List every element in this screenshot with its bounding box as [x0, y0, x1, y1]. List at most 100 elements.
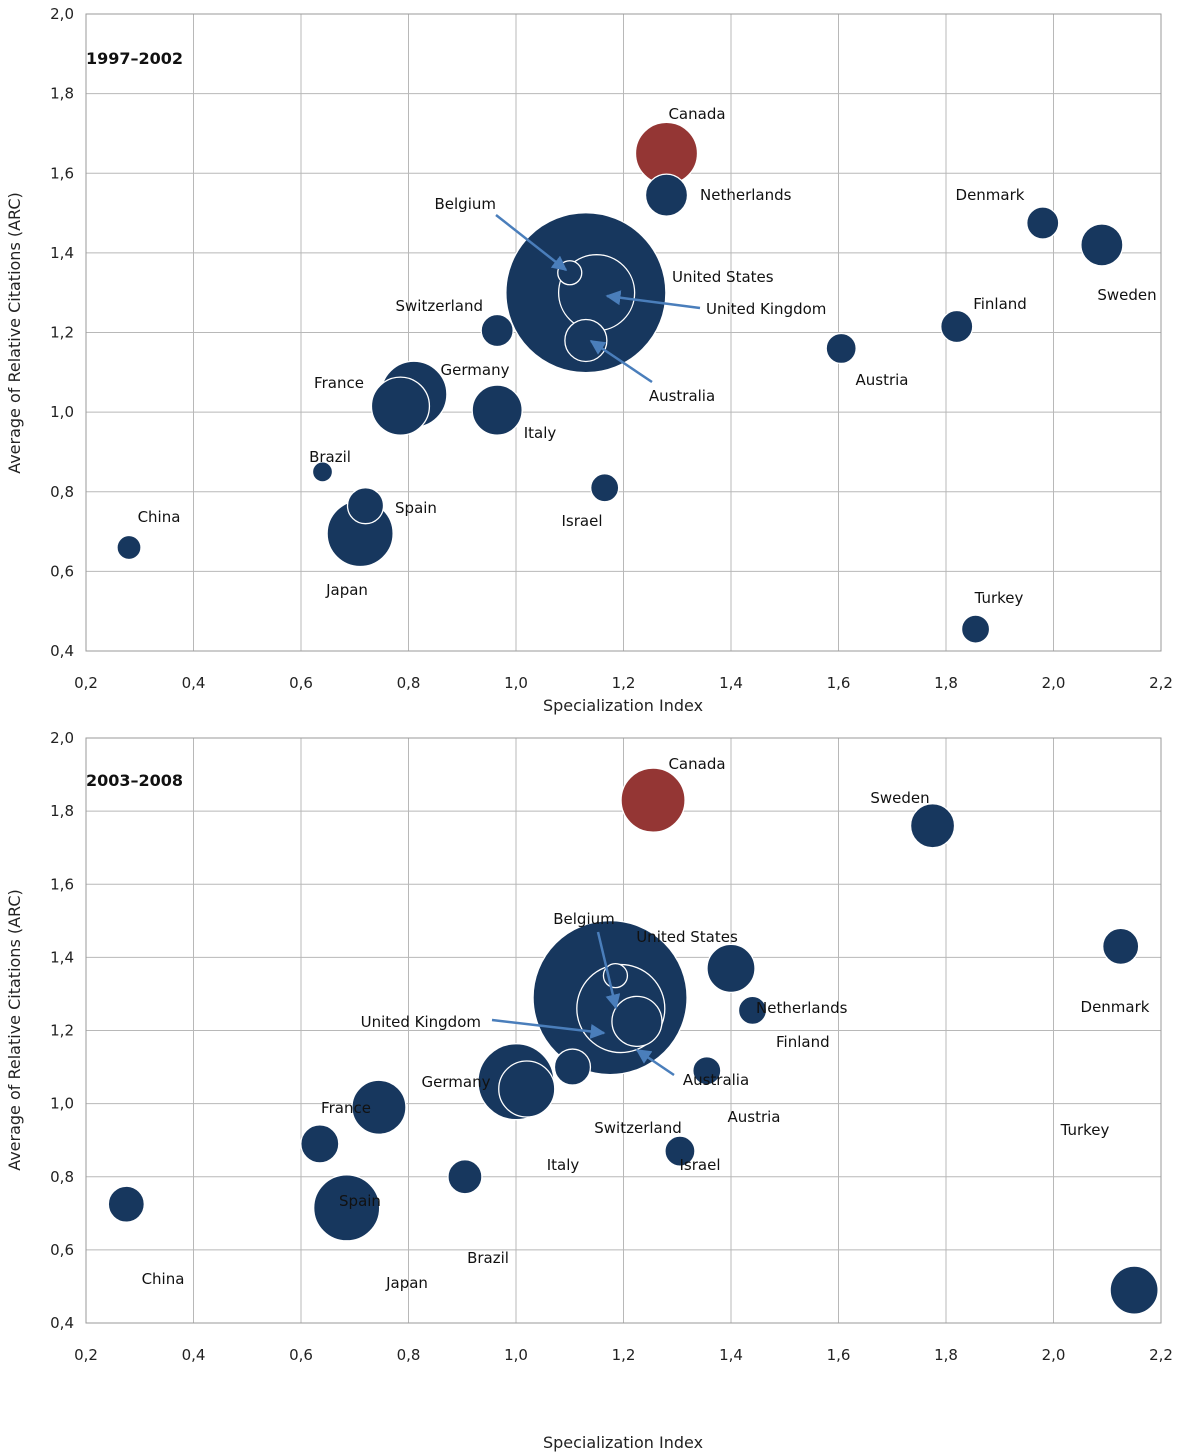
label-united-states: United States [672, 268, 774, 286]
australia-arrow [635, 1048, 675, 1077]
label-sweden: Sweden [870, 789, 929, 807]
bubble-spain [346, 487, 385, 525]
label-france: France [321, 1099, 371, 1117]
y-axis-label: Average of Relative Citations (ARC) [5, 192, 24, 474]
y-tick-label: 1,2 [50, 324, 74, 342]
bubble-australia [611, 995, 663, 1048]
period-label: 2003–2008 [86, 771, 183, 790]
label-canada: Canada [668, 755, 725, 773]
y-tick-label: 0,6 [50, 1241, 74, 1259]
y-tick-label: 0,4 [50, 642, 74, 660]
y-tick-labels: 0,4 0,6 0,8 1,0 1,2 1,4 1,6 1,8 2,0 [50, 729, 74, 1332]
bubble-china [116, 534, 142, 561]
x-tick-label: 0,4 [182, 1346, 206, 1364]
bubble-sweden [1080, 223, 1124, 267]
label-japan: Japan [385, 1274, 428, 1292]
label-japan: Japan [325, 581, 368, 599]
bubble-finland [737, 995, 768, 1026]
label-spain: Spain [339, 1192, 381, 1210]
x-tick-label: 2,2 [1149, 1346, 1173, 1364]
x-tick-label: 1,6 [827, 674, 851, 692]
label-switzerland: Switzerland [594, 1119, 682, 1137]
x-tick-label: 1,8 [934, 1346, 958, 1364]
bubble-sweden [909, 803, 956, 849]
bubble-brazil [447, 1159, 483, 1195]
label-spain: Spain [395, 499, 437, 517]
label-turkey: Turkey [1060, 1121, 1110, 1139]
label-brazil: Brazil [467, 1249, 509, 1267]
label-belgium: Belgium [553, 910, 615, 928]
label-sweden: Sweden [1097, 286, 1156, 304]
belgium-arrow [495, 214, 568, 271]
label-netherlands: Netherlands [756, 999, 848, 1017]
x-tick-label: 2,2 [1149, 674, 1173, 692]
plot-frame [85, 13, 1162, 652]
y-tick-label: 1,2 [50, 1022, 74, 1040]
bubble-spain [300, 1124, 340, 1164]
label-united-kingdom: United Kingdom [706, 300, 826, 318]
label-australia: Australia [649, 387, 715, 405]
bubble-turkey [1109, 1265, 1159, 1315]
y-tick-label: 1,8 [50, 85, 74, 103]
belgium-arrow [596, 931, 621, 1010]
y-tick-label: 1,6 [50, 164, 74, 182]
bubble-belgium [557, 260, 583, 286]
bubble-denmark [1026, 206, 1060, 240]
y-tick-label: 1,4 [50, 948, 74, 966]
y-tick-label: 2,0 [50, 729, 74, 747]
label-denmark: Denmark [1081, 998, 1150, 1016]
bubble-switzerland [553, 1048, 592, 1086]
y-tick-label: 1,0 [50, 403, 74, 421]
x-tick-label: 1,4 [719, 674, 743, 692]
x-axis-label: Specialization Index [543, 696, 703, 715]
x-tick-labels: 0,2 0,4 0,6 0,8 1,0 1,2 1,4 1,6 1,8 2,0 2,2 [74, 674, 1173, 692]
y-tick-label: 0,8 [50, 1168, 74, 1186]
y-tick-label: 1,6 [50, 875, 74, 893]
x-tick-label: 0,8 [397, 1346, 421, 1364]
period-label: 1997–2002 [86, 49, 183, 68]
label-china: China [142, 1270, 185, 1288]
x-tick-label: 0,8 [397, 674, 421, 692]
label-netherlands: Netherlands [700, 186, 792, 204]
x-tick-label: 0,2 [74, 1346, 98, 1364]
bubble-china [107, 1185, 145, 1223]
label-switzerland: Switzerland [396, 297, 484, 315]
label-finland: Finland [776, 1033, 830, 1051]
y-axis-label: Average of Relative Citations (ARC) [5, 889, 24, 1171]
x-tick-label: 0,6 [289, 674, 313, 692]
y-tick-label: 1,4 [50, 244, 74, 262]
x-tick-label: 2,0 [1042, 674, 1066, 692]
bubble-italy [498, 1060, 556, 1118]
bubble-netherlands [644, 173, 689, 217]
chart-svg-1997-2002: 0,2 0,4 0,6 0,8 1,0 1,2 1,4 1,6 1,8 2,0 2,2 0,40,6… [5, 5, 1173, 715]
x-tick-label: 1,2 [612, 674, 636, 692]
x-tick-label: 1,0 [504, 1346, 528, 1364]
label-italy: Italy [547, 1156, 580, 1174]
bubble-france [351, 1079, 407, 1135]
bubble-israel [590, 473, 620, 503]
x-tick-label: 1,4 [719, 1346, 743, 1364]
x-tick-label: 2,0 [1042, 1346, 1066, 1364]
label-israel: Israel [562, 512, 603, 530]
label-belgium: Belgium [435, 195, 497, 213]
australia-arrow [589, 339, 653, 384]
chart-panel-1997-2002: 0,2 0,4 0,6 0,8 1,0 1,2 1,4 1,6 1,8 2,0 2,2 0,4 0,6… [5, 5, 1173, 715]
label-denmark: Denmark [956, 186, 1025, 204]
bubble-canada [620, 767, 686, 833]
x-tick-labels: 0,2 0,4 0,6 0,8 1,0 1,2 1,4 1,6 1,8 2,0 2,2 [74, 1346, 1173, 1364]
bubble-japan [313, 1174, 381, 1242]
label-germany: Germany [441, 361, 510, 379]
bubble-turkey [960, 614, 991, 644]
label-australia: Australia [683, 1071, 749, 1089]
bubble-austria [825, 332, 857, 365]
x-tick-label: 0,4 [182, 674, 206, 692]
plot-frame [85, 737, 1162, 1324]
label-turkey: Turkey [974, 589, 1024, 607]
y-tick-label: 0,4 [50, 1314, 74, 1332]
bubble-australia [564, 318, 608, 363]
bubble-denmark [1102, 927, 1140, 966]
bubble-brazil [311, 461, 334, 483]
bubble-finland [940, 309, 974, 344]
label-israel: Israel [680, 1156, 721, 1174]
